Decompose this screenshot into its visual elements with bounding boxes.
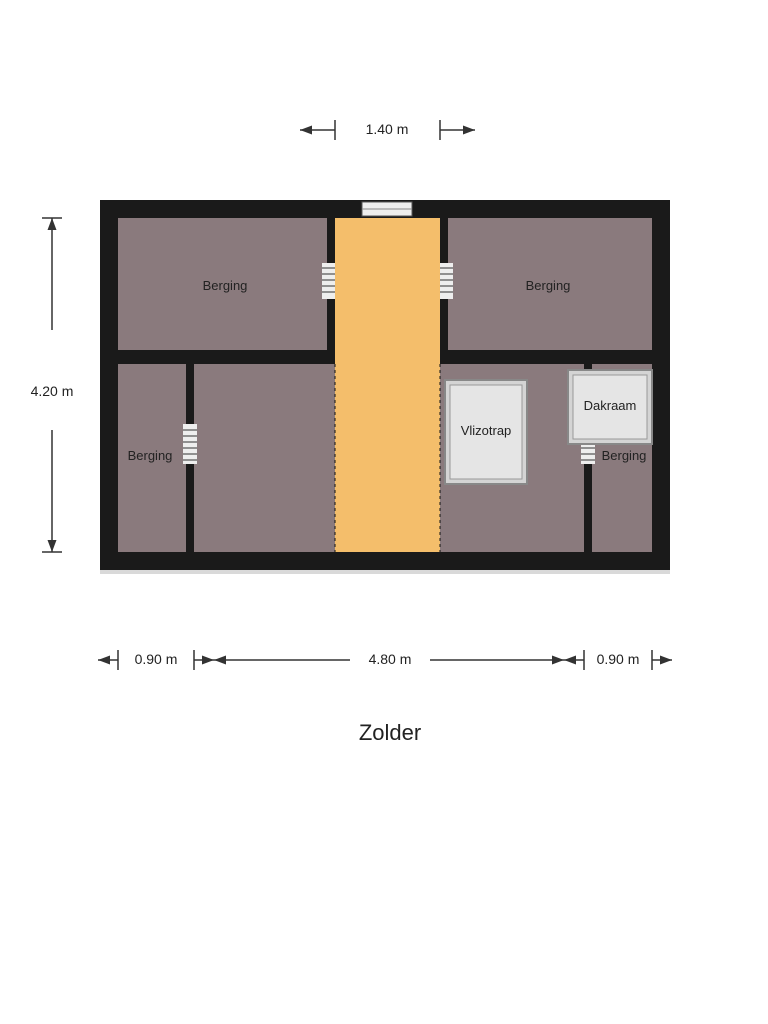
label-storage-bl: Berging: [128, 448, 173, 463]
label-storage-br: Berging: [602, 448, 647, 463]
wall-h-top-right: [440, 350, 652, 364]
dim-left-label: 4.20 m: [31, 383, 74, 399]
dimension-left: 4.20 m: [31, 218, 74, 552]
wall-v-corr-l-mid: [327, 299, 335, 364]
vlizotrap-box: Vlizotrap: [445, 380, 527, 484]
wall-v-corr-r-mid: [440, 299, 448, 364]
wall-v-corr-l-top: [327, 218, 335, 263]
wall-h-top-left: [118, 350, 335, 364]
dim-top-label: 1.40 m: [366, 121, 409, 137]
corridor: [335, 218, 440, 552]
label-storage-tl: Berging: [203, 278, 248, 293]
vlizotrap-label: Vlizotrap: [461, 423, 512, 438]
wall-v-bl-bot: [186, 464, 194, 552]
door-corr-left-upper: [322, 263, 335, 299]
dim-bl-label: 0.90 m: [135, 651, 178, 667]
wall-v-br-bot: [584, 464, 592, 552]
dakraam-label: Dakraam: [584, 398, 637, 413]
dimension-top: 1.40 m: [300, 120, 475, 140]
label-storage-tr: Berging: [526, 278, 571, 293]
dakraam-box: Dakraam: [568, 370, 652, 444]
dim-bm-label: 4.80 m: [369, 651, 412, 667]
door-corr-right-upper: [440, 263, 453, 299]
wall-v-corr-r-top: [440, 218, 448, 263]
dimension-bottom: 0.90 m 4.80 m 0.90 m: [98, 650, 672, 670]
wall-v-bl-top: [186, 364, 194, 424]
floorplan-diagram: 1.40 m 4.20 m: [0, 0, 768, 1024]
dim-br-label: 0.90 m: [597, 651, 640, 667]
door-bl: [183, 424, 197, 464]
plan-title: Zolder: [359, 720, 421, 745]
